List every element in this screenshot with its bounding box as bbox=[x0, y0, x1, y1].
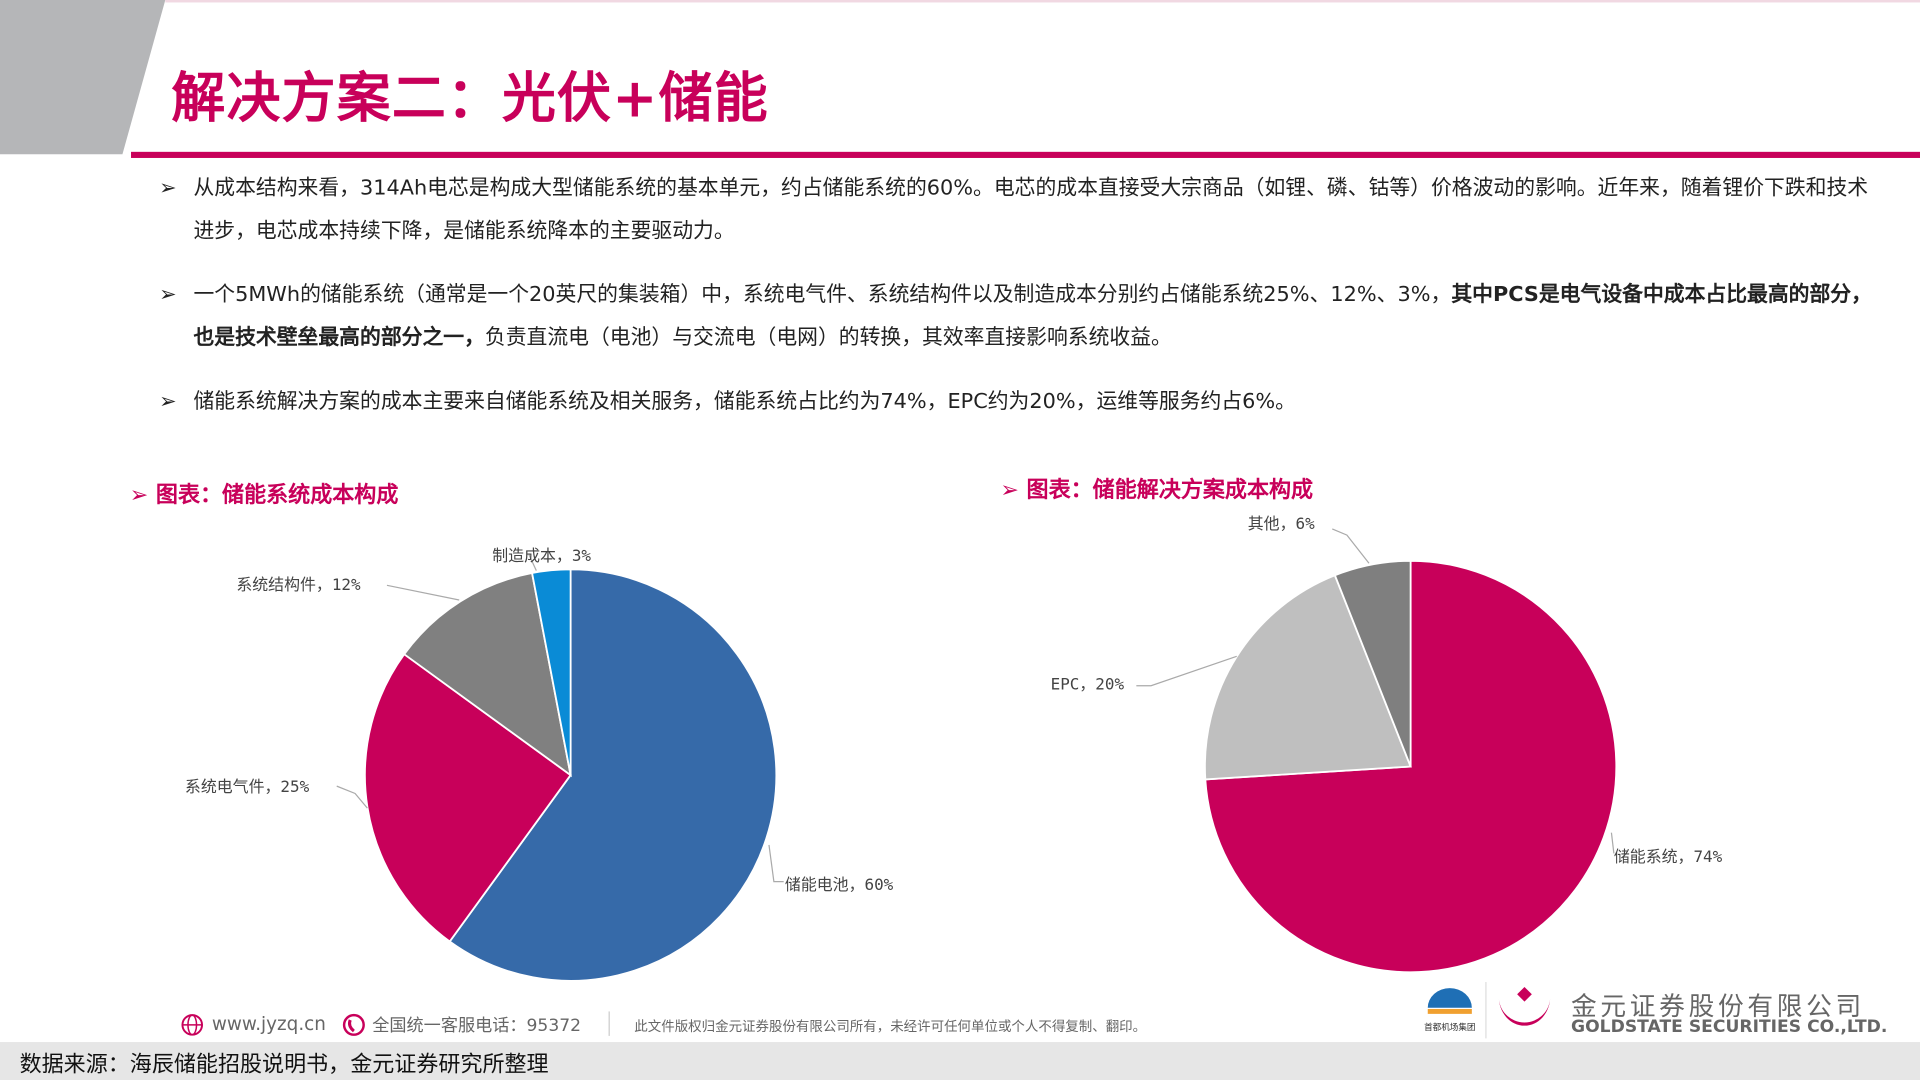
company-name-cn: 金元证券股份有限公司 bbox=[1571, 991, 1865, 1022]
capital-airports-logo: 首都机场集团 bbox=[1424, 988, 1475, 1033]
svg-text:首都机场集团: 首都机场集团 bbox=[1424, 1021, 1475, 1033]
logo-divider bbox=[1485, 982, 1487, 1039]
bullet-2: ➢ 一个5MWh的储能系统（通常是一个20英尺的集装箱）中，系统电气件、系统结构… bbox=[159, 274, 1873, 360]
header-grey-panel bbox=[0, 0, 166, 155]
bullet-text: 储能系统解决方案的成本主要来自储能系统及相关服务，储能系统占比约为74%，EPC… bbox=[193, 389, 1297, 414]
pie1-label-manufacturing: 制造成本，3% bbox=[492, 547, 592, 566]
pie2-slice-1 bbox=[1203, 574, 1412, 781]
bullet-text: 从成本结构来看，314Ah电芯是构成大型储能系统的基本单元，约占储能系统的60%… bbox=[193, 176, 1869, 244]
bullet-text-normal: 负责直流电（电池）与交流电（电网）的转换，其效率直接影响系统收益。 bbox=[484, 325, 1172, 351]
globe-icon bbox=[181, 1014, 204, 1036]
leader-line bbox=[336, 785, 368, 809]
leader-line bbox=[768, 844, 784, 883]
copyright: 此文件版权归金元证券股份有限公司所有，未经许可任何单位或个人不得复制、翻印。 bbox=[634, 1018, 1147, 1035]
footer-divider bbox=[608, 1011, 610, 1036]
leader-line bbox=[1610, 832, 1615, 854]
top-line bbox=[165, 0, 1920, 3]
pie1-slice-3 bbox=[530, 568, 572, 776]
arrow-bullet-icon: ➢ bbox=[159, 389, 177, 414]
company-name-en: GOLDSTATE SECURITIES CO.,LTD. bbox=[1571, 1017, 1888, 1038]
chart-2-title: ➢ 图表：储能解决方案成本构成 bbox=[1000, 477, 1314, 504]
bullet-text-bold: 其中PCS是电气设备中成本占比最高的部分，也是技术壁垒最高的部分之一， bbox=[193, 282, 1872, 351]
leader-line bbox=[528, 554, 537, 571]
pie1-label-electrical: 系统电气件，25% bbox=[184, 778, 310, 798]
title-divider bbox=[131, 151, 1920, 158]
pie1-label-structural: 系统结构件，12% bbox=[236, 576, 361, 596]
leader-line bbox=[1332, 528, 1370, 564]
phone-icon bbox=[342, 1013, 365, 1036]
data-source: 数据来源：海辰储能招股说明书，金元证券研究所整理 bbox=[19, 1051, 549, 1078]
pie1-slice-1 bbox=[363, 652, 572, 943]
bullet-1: ➢ 从成本结构来看，314Ah电芯是构成大型储能系统的基本单元，约占储能系统的6… bbox=[159, 168, 1873, 254]
arrow-bullet-icon: ➢ bbox=[159, 176, 177, 201]
goldstate-logo bbox=[1498, 986, 1551, 1026]
pie2-label-epc: EPC，20% bbox=[1050, 675, 1125, 695]
chart-1-title: ➢ 图表：储能系统成本构成 bbox=[129, 482, 399, 509]
pie1-slice-0 bbox=[448, 568, 778, 982]
source-band bbox=[0, 1042, 1920, 1080]
website-link[interactable]: www.jyzq.cn bbox=[211, 1012, 326, 1035]
pie2-label-system: 储能系统，74% bbox=[1613, 848, 1723, 867]
pie1-slice-2 bbox=[402, 571, 572, 778]
leader-line bbox=[1136, 655, 1237, 687]
hotline: 全国统一客服电话：95372 bbox=[372, 1016, 582, 1036]
pie2-label-other: 其他，6% bbox=[1247, 515, 1315, 534]
arrow-bullet-icon: ➢ bbox=[159, 282, 177, 308]
bullet-3: ➢ 储能系统解决方案的成本主要来自储能系统及相关服务，储能系统占比约为74%，E… bbox=[159, 381, 1873, 424]
bullet-text-normal: 一个5MWh的储能系统（通常是一个20英尺的集装箱）中，系统电气件、系统结构件以… bbox=[193, 282, 1452, 308]
bullet-text: 一个5MWh的储能系统（通常是一个20英尺的集装箱）中，系统电气件、系统结构件以… bbox=[193, 274, 1873, 360]
pie2-slice-2 bbox=[1333, 559, 1412, 767]
leader-line bbox=[386, 584, 460, 601]
pie1-label-battery: 储能电池，60% bbox=[784, 876, 894, 896]
page-title: 解决方案二：光伏+储能 bbox=[171, 67, 769, 130]
